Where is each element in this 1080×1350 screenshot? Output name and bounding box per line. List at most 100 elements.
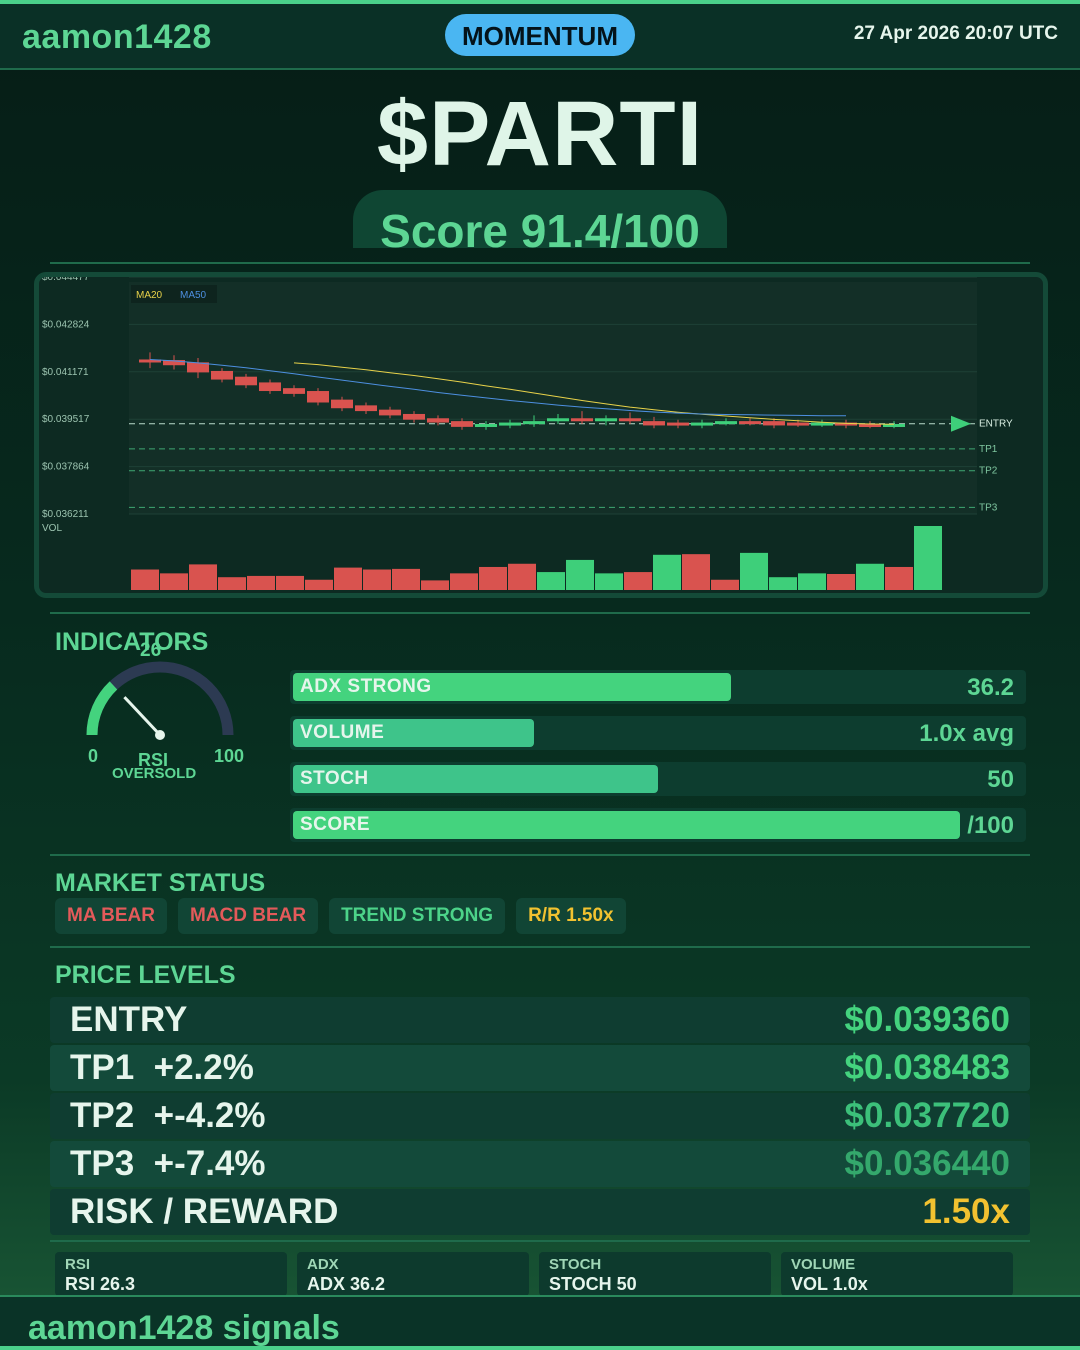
divider (50, 854, 1030, 856)
candle-body (475, 423, 497, 427)
indicator-bar-value: 1.0x avg (919, 720, 1014, 747)
status-badge: MA BEAR (55, 898, 167, 934)
volume-bar (798, 573, 826, 590)
candle-body (187, 362, 209, 373)
volume-bar (334, 567, 362, 590)
price-level-value: $0.037720 (844, 1096, 1010, 1135)
volume-bar (595, 573, 623, 590)
stat-value: RSI 26.3 (65, 1274, 136, 1294)
indicator-bar-value: /100 (967, 812, 1014, 839)
candle-body (211, 370, 233, 380)
y-tick-label: $0.042824 (42, 319, 90, 330)
level-label-tp2: TP2 (979, 466, 998, 477)
volume-bar (508, 563, 536, 590)
volume-bar (247, 575, 275, 590)
stat-key: VOLUME (791, 1256, 856, 1273)
candle-body (571, 418, 593, 422)
indicator-bar-fill (293, 765, 658, 793)
candle-body (235, 376, 257, 386)
level-label-entry: ENTRY (979, 419, 1013, 430)
chart-plot-area (129, 282, 977, 514)
stat-card-volume: VOLUME VOL 1.0x (781, 1252, 1013, 1296)
stat-value: STOCH 50 (549, 1274, 637, 1294)
stat-value: ADX 36.2 (307, 1274, 386, 1294)
divider (50, 262, 1030, 264)
mode-badge: MOMENTUM (445, 14, 635, 56)
indicator-bar-score: /100 SCORE (290, 808, 1026, 842)
gauge-fill (86, 681, 118, 736)
price-level-name: ENTRY (70, 1000, 188, 1039)
ma20-line (293, 362, 895, 425)
volume-bar (711, 579, 739, 590)
gauge-track (86, 661, 234, 736)
gauge-hub (155, 730, 165, 740)
candle-body (595, 418, 617, 422)
rsi-max-label: 100 (214, 746, 245, 766)
brand-name: aamon1428 (22, 18, 212, 56)
market-status-badges: MA BEAR MACD BEAR TREND STRONG R/R 1.50x (55, 898, 626, 934)
candle-body (451, 421, 473, 427)
top-accent-line (0, 0, 1080, 4)
divider (50, 1240, 1030, 1242)
indicator-bar-label: STOCH (300, 768, 369, 789)
y-tick-label: $0.044477 (42, 277, 90, 283)
ma50-line (149, 359, 846, 417)
candle-body (139, 359, 161, 363)
candle-body (355, 405, 377, 412)
indicator-bar-label: ADX STRONG (300, 676, 432, 697)
volume-bar (479, 566, 507, 590)
y-tick-label: $0.039517 (42, 414, 90, 425)
volume-bar (566, 559, 594, 590)
status-badge: TREND STRONG (329, 898, 506, 934)
divider (50, 612, 1030, 614)
ticker-symbol: $PARTI (376, 83, 704, 185)
candle-body (883, 423, 905, 427)
price-chart: $0.044477 $0.042824 $0.041171 $0.039517 $0.0… (34, 272, 1048, 598)
candle-body (547, 418, 569, 422)
candle-body (307, 391, 329, 403)
level-label-tp3: TP3 (979, 502, 998, 513)
gauge-needle (123, 696, 162, 737)
candle-body (379, 409, 401, 416)
volume-bar (624, 572, 652, 590)
y-tick-label: $0.036211 (42, 509, 89, 520)
candle-body (715, 421, 737, 425)
rsi-gauge-value: 26 (140, 640, 162, 661)
footer-bar: aamon1428 signals (0, 1295, 1080, 1350)
divider (50, 946, 1030, 948)
indicator-bar-fill (293, 673, 731, 701)
stat-card-stoch: STOCH STOCH 50 (539, 1252, 771, 1296)
volume-bar (769, 577, 797, 590)
price-level-value: $0.039360 (844, 1000, 1010, 1039)
indicator-bar-adx: ADX STRONG 36.2 (290, 670, 1026, 704)
rsi-min-label: 0 (88, 746, 99, 766)
stat-key: STOCH (549, 1256, 602, 1273)
price-level-value: $0.038483 (844, 1048, 1010, 1087)
candle-body (835, 422, 857, 426)
y-tick-label: $0.041171 (42, 367, 89, 378)
volume-bar (740, 552, 768, 590)
price-level-row: TP3 +-7.4% $0.036440 (50, 1141, 1030, 1187)
rsi-label: RSI (138, 750, 169, 770)
candle-body (739, 421, 761, 425)
volume-bar (450, 573, 478, 590)
volume-bar (305, 579, 333, 590)
volume-bar (218, 577, 246, 590)
candle-body (259, 382, 281, 392)
price-level-row: TP1 +2.2% $0.038483 (50, 1045, 1030, 1091)
price-level-value: $0.036440 (844, 1144, 1010, 1183)
candle-body (619, 418, 641, 422)
candle-body (163, 360, 185, 366)
candle-body (331, 399, 353, 409)
market-status-title: MARKET STATUS (55, 869, 266, 897)
status-badge: R/R 1.50x (516, 898, 626, 934)
score-badge: Score 91.4/100 (353, 190, 727, 248)
volume-bar (885, 566, 913, 590)
chart-legend-box (131, 285, 217, 303)
y-tick-label: $0.037864 (42, 462, 90, 473)
indicator-bar-volume: VOLUME 1.0x avg (290, 716, 1026, 750)
volume-bar (682, 554, 710, 590)
stat-key: RSI (65, 1256, 91, 1273)
price-level-name: TP2 +-4.2% (70, 1096, 266, 1135)
volume-bar (392, 568, 420, 590)
